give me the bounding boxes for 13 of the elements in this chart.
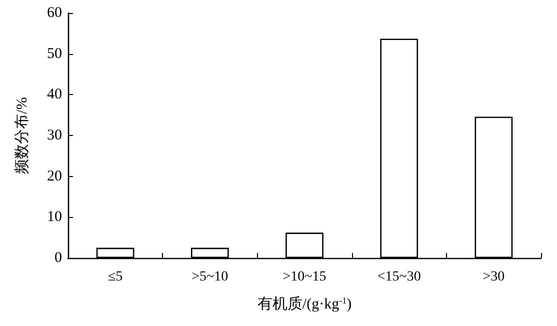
y-axis-title: 频数分布/% — [14, 97, 30, 174]
y-tick-label: 40 — [47, 86, 62, 103]
y-tick-label: 10 — [47, 209, 62, 226]
x-tick-label: >5~10 — [192, 270, 228, 284]
y-tick-label: 60 — [47, 5, 62, 21]
x-tick-label: ≤5 — [108, 270, 123, 284]
y-tick-label: 30 — [47, 128, 62, 144]
x-tick-label: >30 — [482, 270, 505, 284]
x-tick-label: >10~15 — [282, 270, 326, 284]
y-tick-label: 50 — [47, 46, 62, 62]
x-tick-label: <15~30 — [377, 270, 421, 284]
y-tick-label: 0 — [54, 250, 62, 266]
y-tick-label: 20 — [47, 168, 62, 184]
